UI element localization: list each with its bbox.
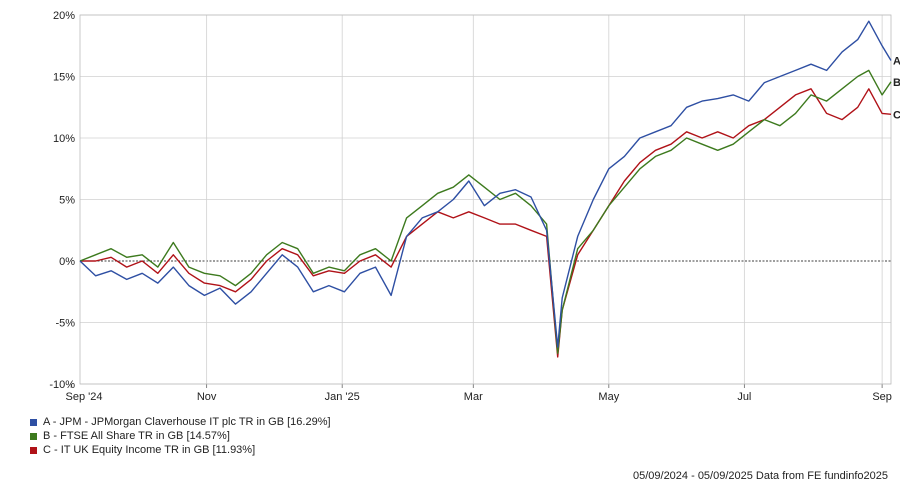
x-tick-label: Sep '24 <box>66 391 103 403</box>
x-tick-label: Mar <box>464 391 483 403</box>
legend-swatch-b <box>30 432 37 440</box>
x-tick-label: May <box>598 391 619 403</box>
series-end-label-c: C <box>893 109 900 121</box>
x-tick-label: Sep <box>872 391 892 403</box>
x-tick-label: Jan '25 <box>325 391 360 403</box>
legend-label-c: C - IT UK Equity Income TR in GB [11.93%… <box>43 444 256 456</box>
end-label-layer: AB C <box>893 56 900 122</box>
y-tick-label: 20% <box>53 10 75 22</box>
series-line-c <box>80 88 892 358</box>
data-source-footer: 05/09/2024 - 05/09/2025 Data from FE fun… <box>632 470 888 482</box>
y-tick-label: 10% <box>53 133 75 145</box>
y-tick-label: -10% <box>49 379 75 391</box>
grid-layer <box>80 14 891 385</box>
legend-item-a[interactable]: A - JPM - JPMorgan Claverhouse IT plc TR… <box>30 415 331 429</box>
legend-swatch-c <box>30 446 37 454</box>
legend-item-c[interactable]: C - IT UK Equity Income TR in GB [11.93%… <box>30 443 331 457</box>
y-tick-label: 5% <box>59 195 75 207</box>
series-end-label-a: A <box>893 56 900 68</box>
y-tick-label: 0% <box>59 256 75 268</box>
series-end-label-b: B <box>893 77 900 89</box>
x-tick-label: Nov <box>197 391 217 403</box>
y-tick-label: 15% <box>53 72 75 84</box>
legend: A - JPM - JPMorgan Claverhouse IT plc TR… <box>30 415 331 457</box>
plot-frame <box>79 14 892 385</box>
x-tick-label: Jul <box>737 391 751 403</box>
axis-layer: -10% -5% 0% 5% 10% 15% 20% Sep '24 Nov Jan '25 Mar… <box>49 10 892 403</box>
legend-label-b: B - FTSE All Share TR in GB [14.57%] <box>43 430 230 442</box>
legend-swatch-a <box>30 418 37 426</box>
series-line-b <box>79 69 892 354</box>
legend-item-b[interactable]: B - FTSE All Share TR in GB [14.57%] <box>30 429 331 443</box>
series-line-a <box>79 20 892 348</box>
y-tick-label: -5% <box>55 318 75 330</box>
legend-label-a: A - JPM - JPMorgan Claverhouse IT plc TR… <box>43 416 331 428</box>
series-layer <box>79 20 892 358</box>
